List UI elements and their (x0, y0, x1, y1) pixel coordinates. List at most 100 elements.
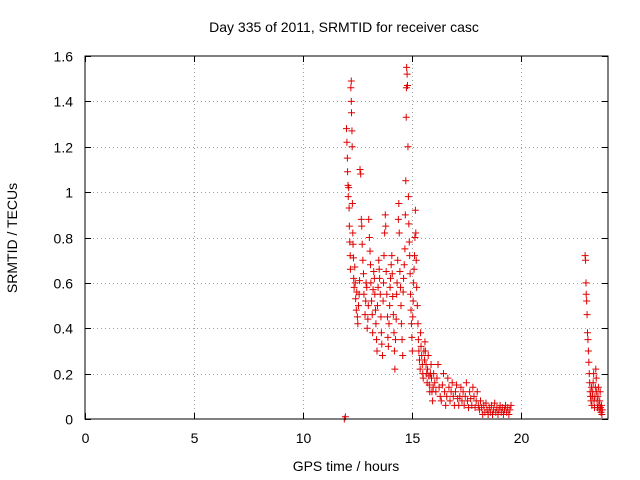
data-point (366, 247, 374, 255)
data-point (400, 261, 408, 269)
data-point (382, 222, 390, 230)
data-point (411, 234, 419, 241)
data-point (389, 292, 397, 300)
data-point (369, 286, 377, 294)
data-point (394, 256, 402, 264)
data-point (396, 268, 404, 276)
data-point (347, 97, 355, 105)
data-point (388, 252, 396, 260)
data-point (373, 347, 381, 355)
data-point (392, 336, 400, 344)
data-point (379, 297, 387, 305)
data-point (349, 240, 357, 248)
data-point (406, 270, 414, 278)
data-point (412, 256, 420, 264)
data-point (403, 70, 411, 78)
data-point (441, 388, 449, 396)
data-point (345, 222, 353, 230)
data-point (384, 342, 392, 350)
data-point (411, 206, 419, 214)
data-point (432, 388, 440, 396)
data-point (371, 306, 379, 314)
data-point (437, 397, 445, 405)
data-point (352, 306, 360, 314)
data-point (407, 320, 415, 328)
data-point (404, 81, 412, 89)
data-point (461, 392, 469, 400)
data-point (442, 401, 450, 409)
data-point (368, 311, 376, 319)
data-point (421, 356, 429, 364)
data-point (344, 168, 352, 176)
data-point (349, 229, 357, 237)
data-point (383, 290, 391, 298)
data-point (359, 270, 367, 278)
y-tick-label: 1 (65, 185, 73, 201)
x-tick-label: 5 (191, 430, 199, 446)
data-point (417, 329, 425, 337)
data-point (421, 347, 429, 355)
data-point (386, 283, 394, 291)
data-point (373, 336, 381, 344)
data-point (376, 274, 384, 282)
y-tick-label: 0.6 (54, 276, 74, 292)
data-point (408, 347, 416, 355)
data-point (393, 279, 401, 287)
data-point (445, 383, 453, 391)
data-point (457, 383, 465, 391)
data-point (377, 329, 385, 337)
data-point (473, 388, 481, 396)
data-point (348, 199, 356, 207)
x-tick-label: 20 (514, 430, 530, 446)
data-point (402, 113, 410, 121)
data-point (582, 290, 590, 298)
data-point (390, 347, 398, 355)
data-point (424, 365, 432, 373)
data-point (407, 306, 415, 314)
data-point (596, 397, 604, 405)
data-point (401, 211, 409, 219)
data-point (348, 143, 356, 151)
data-point (343, 154, 351, 162)
data-point (409, 313, 417, 321)
data-point (372, 320, 380, 328)
data-point (583, 311, 591, 319)
data-point (365, 215, 373, 223)
data-point (376, 290, 384, 298)
x-tick-label: 10 (296, 430, 312, 446)
data-point (345, 184, 353, 192)
data-point (394, 215, 402, 223)
data-series-srmtid (340, 63, 606, 423)
data-point (477, 397, 485, 405)
data-point (387, 274, 395, 282)
data-point (358, 240, 366, 248)
y-tick-label: 1.4 (54, 94, 74, 110)
x-tick-label: 15 (405, 430, 421, 446)
axis-ticks: 0 0.2 0.4 0.6 0.8 1 1.2 1.4 1.6 0 5 10 15 20 (54, 49, 608, 446)
data-point (351, 279, 359, 287)
data-point (438, 381, 446, 389)
data-point (443, 392, 451, 400)
data-point (383, 313, 391, 321)
data-point (363, 283, 371, 291)
data-point (403, 63, 411, 71)
data-point (378, 351, 386, 359)
data-point (374, 283, 382, 291)
data-point (395, 229, 403, 237)
data-point (375, 265, 383, 273)
data-point (405, 238, 413, 246)
data-point (344, 193, 352, 201)
data-point (402, 177, 410, 185)
data-point (592, 365, 600, 373)
data-point (364, 315, 372, 323)
data-point (386, 302, 394, 310)
data-point (401, 245, 409, 253)
data-point (421, 338, 429, 346)
data-point (414, 320, 422, 328)
data-point (354, 320, 362, 328)
data-point (413, 283, 421, 291)
data-point (365, 234, 373, 241)
data-point (346, 265, 354, 273)
data-point (380, 252, 388, 260)
